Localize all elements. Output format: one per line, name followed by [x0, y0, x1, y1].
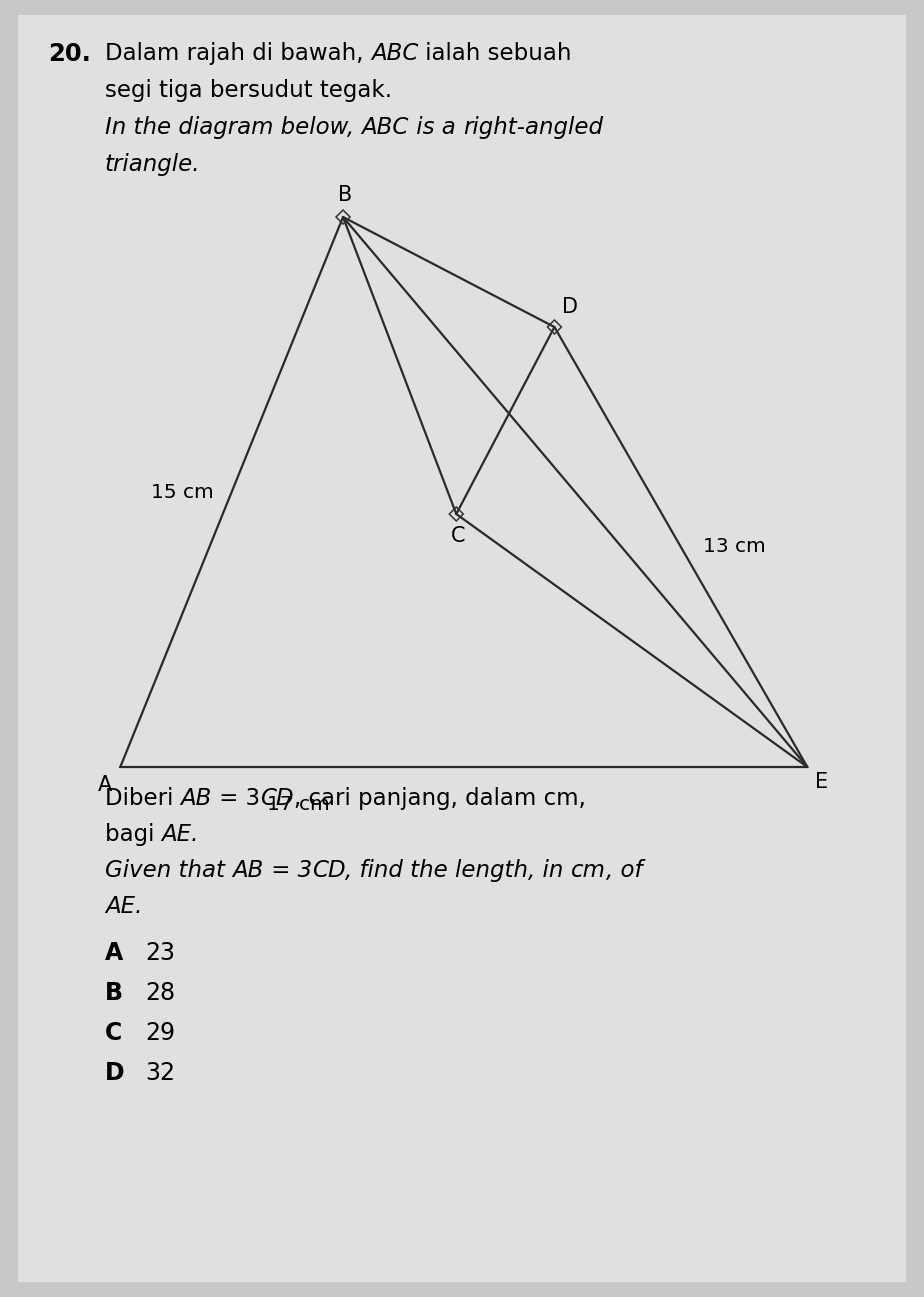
Text: 13 cm: 13 cm	[703, 537, 766, 556]
Text: CD: CD	[261, 787, 294, 811]
Text: CD: CD	[311, 859, 346, 882]
Text: cm: cm	[571, 859, 606, 882]
Text: 28: 28	[145, 981, 176, 1005]
Text: Given that: Given that	[105, 859, 232, 882]
Text: D: D	[105, 1061, 125, 1086]
Text: AB: AB	[180, 787, 212, 811]
Text: A: A	[98, 776, 113, 795]
Text: A: A	[105, 942, 123, 965]
Text: , of: , of	[606, 859, 642, 882]
Text: AE.: AE.	[162, 824, 199, 846]
Text: = 3: = 3	[212, 787, 261, 811]
Text: triangle.: triangle.	[105, 153, 201, 176]
Text: Dalam rajah di bawah,: Dalam rajah di bawah,	[105, 42, 371, 65]
Text: 17 cm: 17 cm	[267, 795, 330, 815]
Text: C: C	[451, 527, 466, 546]
Text: 23: 23	[145, 942, 175, 965]
Text: Diberi: Diberi	[105, 787, 180, 811]
Text: , cari panjang, dalam cm,: , cari panjang, dalam cm,	[294, 787, 586, 811]
Text: , find the length, in: , find the length, in	[346, 859, 571, 882]
Text: 15 cm: 15 cm	[151, 482, 213, 502]
Text: AB: AB	[232, 859, 263, 882]
Text: C: C	[105, 1021, 122, 1045]
Text: ABC: ABC	[361, 115, 408, 139]
Text: is a: is a	[408, 115, 463, 139]
Text: bagi: bagi	[105, 824, 162, 846]
Text: In the diagram below,: In the diagram below,	[105, 115, 361, 139]
Text: 32: 32	[145, 1061, 175, 1086]
Text: B: B	[338, 185, 352, 205]
Text: D: D	[563, 297, 578, 316]
Text: ABC: ABC	[371, 42, 419, 65]
Text: ialah sebuah: ialah sebuah	[419, 42, 572, 65]
Text: AE.: AE.	[105, 895, 142, 918]
Text: B: B	[105, 981, 123, 1005]
Text: 20.: 20.	[48, 42, 91, 66]
Text: right-angled: right-angled	[463, 115, 602, 139]
Text: E: E	[815, 772, 829, 792]
Text: 29: 29	[145, 1021, 175, 1045]
Text: = 3: = 3	[263, 859, 311, 882]
Text: segi tiga bersudut tegak.: segi tiga bersudut tegak.	[105, 79, 392, 102]
